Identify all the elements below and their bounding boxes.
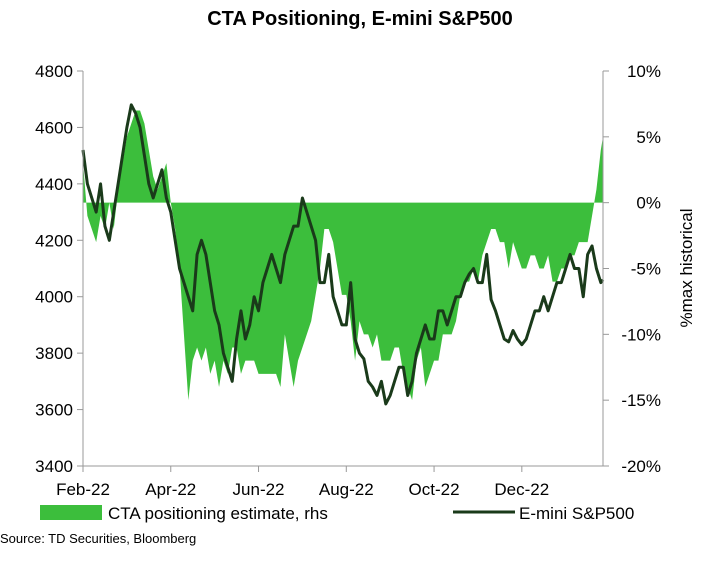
- x-tick-label: Apr-22: [145, 480, 196, 499]
- left-tick-label: 4000: [35, 288, 73, 307]
- area-layer: [83, 110, 603, 401]
- chart-title: CTA Positioning, E-mini S&P500: [207, 8, 513, 30]
- line-layer: [81, 103, 605, 406]
- left-tick-label: 3400: [35, 457, 73, 476]
- x-tick-label: Aug-22: [319, 480, 374, 499]
- right-tick-label: -15%: [621, 391, 661, 410]
- left-tick-label: 4400: [35, 175, 73, 194]
- right-tick-label: -10%: [621, 325, 661, 344]
- x-tick-label: Jun-22: [233, 480, 285, 499]
- source-note: Source: TD Securities, Bloomberg: [0, 531, 197, 546]
- right-tick-label: -20%: [621, 457, 661, 476]
- x-tick-label: Dec-22: [494, 480, 549, 499]
- right-axis-label: %max historical: [677, 208, 696, 327]
- left-tick-label: 4800: [35, 62, 73, 81]
- right-tick-label: 0%: [636, 194, 661, 213]
- legend-line-label: E-mini S&P500: [519, 504, 634, 523]
- legend-area-swatch: [40, 505, 102, 520]
- right-tick-label: 5%: [636, 128, 661, 147]
- cta-area: [83, 110, 603, 401]
- legend: CTA positioning estimate, rhs E-mini S&P…: [40, 504, 634, 523]
- ticks-layer: 4800 4600 4400 4200 4000 3800 3600 3400 10% 5% 0% -…: [35, 62, 661, 499]
- left-tick-label: 3600: [35, 401, 73, 420]
- left-tick-label: 4200: [35, 231, 73, 250]
- x-tick-label: Feb-22: [56, 480, 110, 499]
- left-tick-label: 3800: [35, 344, 73, 363]
- right-tick-label: 10%: [627, 62, 661, 81]
- sp500-line: [81, 103, 605, 406]
- left-tick-label: 4600: [35, 118, 73, 137]
- legend-area-label: CTA positioning estimate, rhs: [108, 504, 328, 523]
- x-tick-label: Oct-22: [409, 480, 460, 499]
- right-tick-label: -5%: [631, 260, 661, 279]
